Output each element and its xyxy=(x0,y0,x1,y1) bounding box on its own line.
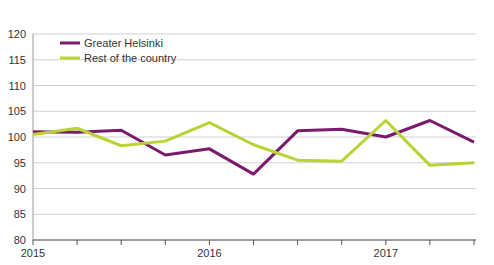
grid-line xyxy=(33,85,476,86)
x-tick xyxy=(121,240,122,245)
legend-swatch xyxy=(60,42,80,45)
legend-label: Rest of the country xyxy=(84,52,177,64)
x-tick xyxy=(33,240,34,245)
y-axis xyxy=(33,34,34,240)
plot-area xyxy=(33,121,474,175)
grid-line xyxy=(33,188,476,189)
x-tick-label: 2017 xyxy=(374,247,398,259)
x-tick xyxy=(297,240,298,245)
chart-container: 80 85 90 95 100 105 110 115 120 2015 2016 2017 Great… xyxy=(0,0,494,265)
x-tick xyxy=(341,240,342,245)
grid-line xyxy=(33,111,476,112)
y-tick-label: 80 xyxy=(14,234,26,246)
x-tick xyxy=(209,240,210,245)
series-line xyxy=(33,121,474,175)
x-tick-label: 2015 xyxy=(21,247,45,259)
y-tick-label: 115 xyxy=(8,54,26,66)
x-tick xyxy=(253,240,254,245)
grid-line xyxy=(33,240,476,241)
y-tick-label: 100 xyxy=(8,131,26,143)
y-tick-label: 90 xyxy=(14,183,26,195)
x-tick-label: 2016 xyxy=(197,247,221,259)
x-tick xyxy=(77,240,78,245)
legend-label: Greater Helsinki xyxy=(84,37,163,49)
chart-svg: 80 85 90 95 100 105 110 115 120 2015 2016 2017 Great… xyxy=(0,0,494,265)
series-line xyxy=(33,121,474,166)
grid-line xyxy=(33,34,476,35)
grid-line xyxy=(33,214,476,215)
x-tick xyxy=(429,240,430,245)
legend-swatch xyxy=(60,57,80,60)
y-tick-label: 105 xyxy=(8,105,26,117)
y-tick-label: 95 xyxy=(14,157,26,169)
grid-line xyxy=(33,162,476,163)
y-tick-label: 120 xyxy=(8,28,26,40)
x-tick xyxy=(165,240,166,245)
y-tick-label: 110 xyxy=(8,80,26,92)
x-axis xyxy=(33,240,476,241)
y-tick-label: 85 xyxy=(14,208,26,220)
x-tick xyxy=(474,240,475,245)
x-tick xyxy=(385,240,386,245)
